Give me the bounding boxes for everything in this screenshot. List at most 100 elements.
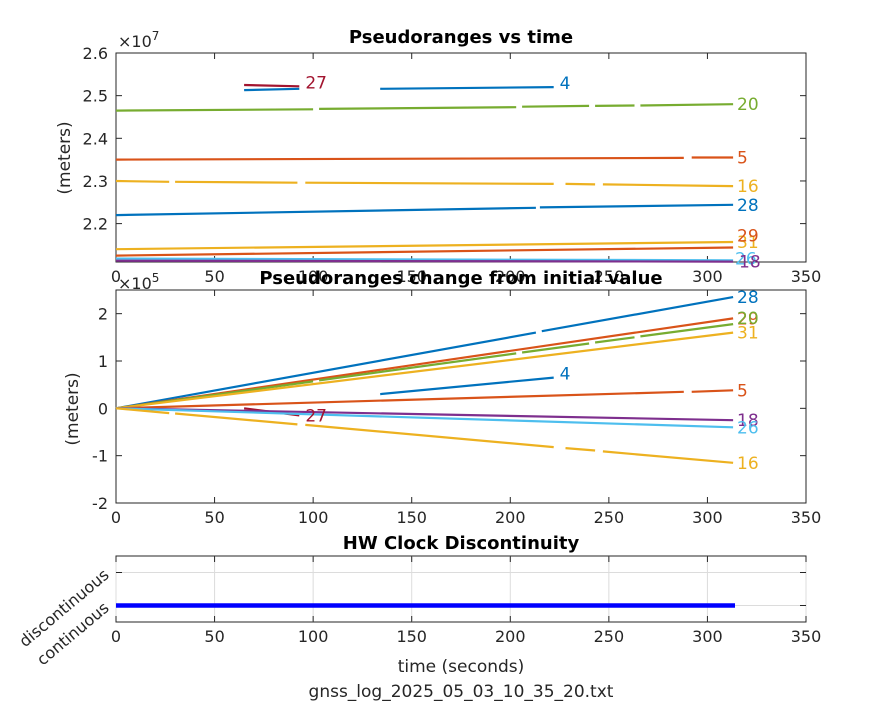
exponent-base: ×10 [118, 32, 152, 51]
series-label-27: 27 [305, 406, 327, 426]
x-tick-label: 150 [396, 627, 427, 646]
x-tick-label: 150 [396, 267, 427, 286]
series-label-18: 18 [737, 411, 759, 431]
series-label-5: 5 [737, 381, 748, 401]
series-label-5: 5 [737, 149, 748, 169]
series-lines [115, 83, 734, 263]
x-axis-ticks: 0 50 100 150 200 250 300 350 [111, 53, 821, 286]
exponent-power: 7 [152, 29, 160, 43]
series-label-31: 31 [737, 233, 759, 253]
series-line-5 [691, 389, 734, 393]
x-tick-label: 50 [204, 267, 224, 286]
series-line-28 [541, 296, 734, 333]
series-line-4 [380, 376, 554, 396]
series-label-28: 28 [737, 196, 759, 216]
y-tick-label: 2.5 [83, 87, 108, 106]
series-line-26 [115, 407, 734, 429]
series-line-4 [380, 86, 554, 90]
series-label-29: 29 [737, 226, 759, 246]
chart-title: HW Clock Discontinuity [343, 533, 580, 554]
series-line-16 [602, 183, 734, 188]
x-tick-label: 300 [692, 627, 723, 646]
y-tick-label: 2.6 [83, 44, 108, 63]
series-line-20 [319, 106, 517, 110]
series-line-20 [640, 323, 734, 338]
series-line-18 [115, 407, 734, 422]
chart-title: Pseudoranges change from initial value [259, 268, 662, 289]
series-label-18: 18 [739, 253, 761, 273]
y-tick-label: 0 [98, 399, 108, 418]
x-tick-label: 200 [495, 627, 526, 646]
x-tick-label: 0 [111, 267, 121, 286]
y-tick-label: 2.4 [83, 129, 108, 148]
series-line-20 [115, 108, 314, 112]
x-tick-label: 100 [298, 267, 329, 286]
series-line-18 [115, 259, 734, 263]
series-label-26: 26 [737, 418, 759, 438]
y-tick-label: 2.3 [83, 172, 108, 191]
series-line-16 [175, 180, 298, 184]
series-label-27: 27 [305, 73, 327, 93]
plot-area [115, 289, 807, 504]
series-line-20 [318, 352, 517, 382]
y-axis-ticks: 2.2 2.3 2.4 2.5 2.6 [83, 44, 806, 234]
y-axis-label: (meters) [63, 372, 83, 445]
series-line-31 [115, 331, 734, 410]
series-label-16: 16 [737, 454, 759, 474]
y-axis-ticks: -2 -1 0 1 2 [92, 305, 806, 513]
x-tick-label: 200 [495, 267, 526, 286]
y-axis-exponent: ×105 [118, 271, 159, 293]
x-axis-ticks: 0 50 100 150 200 250 300 350 [111, 556, 821, 646]
series-line-20 [594, 336, 635, 344]
series-line-16 [565, 182, 596, 186]
series-label-4: 4 [560, 74, 571, 94]
x-tick-label: 100 [298, 508, 329, 527]
y-tick-label: -1 [92, 447, 108, 466]
exponent-base: ×10 [118, 274, 152, 293]
x-tick-label: 100 [298, 627, 329, 646]
series-label-20: 20 [737, 95, 759, 115]
x-tick-label: 300 [692, 267, 723, 286]
series-line-5 [115, 156, 684, 161]
exponent-power: 5 [152, 271, 160, 285]
series-line-29 [115, 246, 734, 257]
series-line-5 [115, 390, 684, 410]
x-tick-label: 50 [204, 508, 224, 527]
series-lines [115, 296, 734, 464]
series-line-16 [115, 179, 170, 183]
file-name-caption: gnss_log_2025_05_03_10_35_20.txt [309, 682, 614, 702]
series-label-4: 4 [560, 365, 571, 385]
x-tick-label: 200 [495, 508, 526, 527]
x-axis-label: time (seconds) [398, 657, 525, 677]
series-line-16 [602, 450, 734, 464]
x-tick-label: 250 [594, 508, 625, 527]
series-label-31: 31 [737, 324, 759, 344]
series-line-20 [521, 342, 590, 354]
series-line-16 [305, 423, 554, 449]
x-tick-label: 250 [594, 627, 625, 646]
series-line-31 [115, 240, 734, 251]
series-line-20 [522, 104, 590, 108]
series-line-28 [115, 206, 536, 217]
x-tick-label: 50 [204, 627, 224, 646]
series-label-29: 29 [737, 309, 759, 329]
series-line-16 [175, 412, 298, 426]
x-tick-label: 350 [791, 267, 822, 286]
x-tick-label: 350 [791, 627, 822, 646]
series-label-20: 20 [737, 309, 759, 329]
x-tick-label: 0 [111, 627, 121, 646]
x-axis-ticks: 0 50 100 150 200 250 300 350 [111, 290, 821, 527]
chart-title: Pseudoranges vs time [349, 27, 573, 48]
x-tick-label: 150 [396, 508, 427, 527]
series-line-28 [539, 203, 734, 209]
y-axis-exponent: ×107 [118, 29, 159, 51]
y-tick-label: 2 [98, 305, 108, 324]
series-line-28 [115, 331, 537, 410]
series-line-4 [244, 87, 300, 92]
series-label-26: 26 [735, 249, 757, 269]
